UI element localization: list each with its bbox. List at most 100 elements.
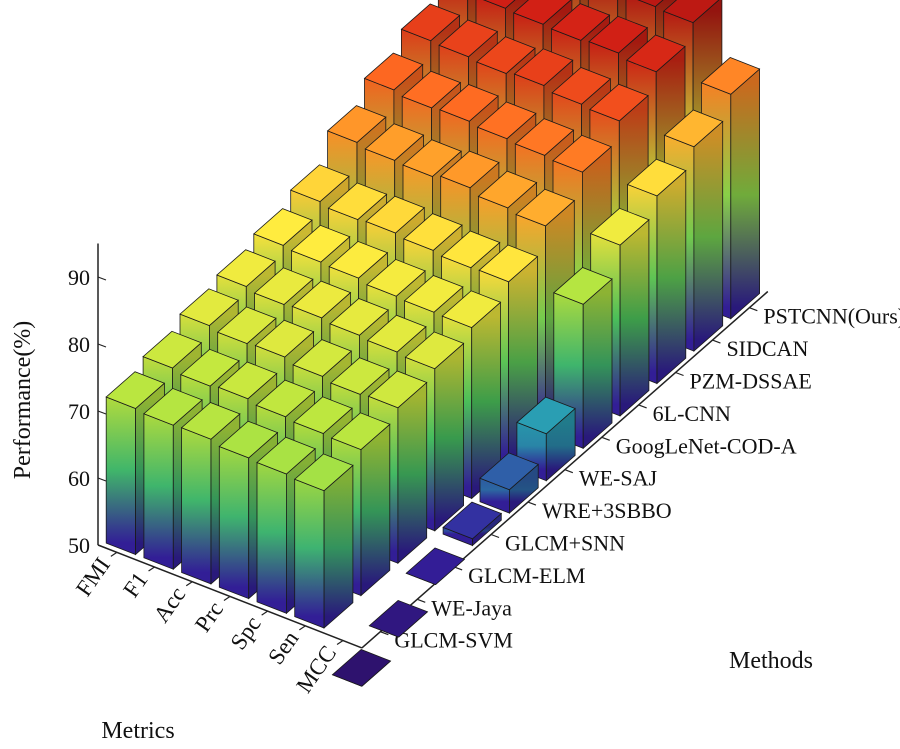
bar-top-face <box>255 379 316 418</box>
bar <box>293 453 354 629</box>
bar-top-face <box>589 207 650 246</box>
method-tick-label: PZM-DSSAE <box>690 369 812 394</box>
method-tick <box>712 339 721 344</box>
bar-top-face <box>364 123 425 161</box>
method-tick-label: PSTCNN(Ours) <box>763 304 900 329</box>
bar-side-face <box>397 381 428 565</box>
bar-top-face <box>400 3 461 42</box>
bar-top-face <box>365 195 426 234</box>
bar-top-face <box>404 331 465 370</box>
bar-top-face <box>291 280 352 319</box>
bar-top-face <box>216 249 276 287</box>
bar-top-face <box>292 339 353 377</box>
bar-top-face <box>440 230 501 269</box>
bar-top-face <box>700 57 761 95</box>
metric-tick <box>110 551 118 557</box>
metric-tick <box>223 595 231 601</box>
metric-tick <box>299 625 306 631</box>
bar-front-face <box>105 396 137 556</box>
bar-side-face <box>360 423 391 597</box>
bar-top-face <box>330 412 391 451</box>
bar-top-face <box>179 288 239 327</box>
ylabel: Performance(%) <box>10 321 36 480</box>
bar-top-face <box>217 361 278 400</box>
bar-top-face <box>293 453 354 492</box>
metric-tick-label: Prc <box>190 597 228 636</box>
metric-tick-label: F1 <box>118 568 152 602</box>
bar-top-face <box>330 357 390 395</box>
bar-top-face <box>439 150 500 189</box>
bar-top-face <box>483 0 516 9</box>
metric-tick-label: MCC <box>291 641 341 697</box>
z-tick <box>97 477 107 482</box>
bar-top-face <box>326 105 387 143</box>
metric-tick-label: FMI <box>71 553 115 601</box>
method-tick <box>638 404 647 409</box>
bar-top-face <box>329 298 389 336</box>
bar-top-face <box>368 599 429 638</box>
method-tick <box>490 533 500 539</box>
bar-side-face <box>434 342 465 532</box>
bar-front-face <box>218 445 250 600</box>
bar-side-face <box>730 68 760 320</box>
z-tick <box>97 343 107 348</box>
method-tick <box>601 436 610 441</box>
zlabel: Methods <box>729 648 813 674</box>
z-tick-label: 70 <box>68 399 90 424</box>
bar-top-face <box>476 101 537 140</box>
z-tick-label: 60 <box>68 466 90 491</box>
method-tick-label: WRE+3SBBO <box>542 498 672 523</box>
bar-top-face <box>293 396 353 434</box>
bar-top-face <box>516 396 576 435</box>
bar-top-face <box>216 306 277 345</box>
bar-side-face <box>693 120 724 352</box>
bar-top-face <box>637 0 664 8</box>
bars <box>105 0 761 687</box>
bar-front-face <box>294 478 325 629</box>
bar-top-face <box>512 0 572 25</box>
bar-side-face <box>619 218 650 417</box>
bar-top-face <box>253 208 313 246</box>
bar-top-face <box>442 501 503 540</box>
xlabel: Metrics <box>101 718 174 744</box>
method-tick-label: WE-Jaya <box>431 595 512 620</box>
bar-top-face <box>253 267 314 305</box>
bar-top-face <box>589 83 649 122</box>
axis-labels: Performance(%) Metrics Methods <box>10 321 813 744</box>
z-tick <box>97 276 107 281</box>
bar-top-face <box>441 290 502 329</box>
bar <box>516 396 576 482</box>
bar <box>368 599 429 638</box>
bar-top-face <box>218 420 279 459</box>
metric-tick <box>148 566 155 572</box>
bar-top-face <box>478 244 539 283</box>
bar-top-face <box>366 258 426 297</box>
method-tick <box>527 501 537 506</box>
bar-top-face <box>663 109 724 148</box>
bar-top-face <box>403 213 463 251</box>
bar-top-face <box>515 188 576 227</box>
bar-top-face <box>513 48 574 86</box>
metric-tick-label: Sen <box>263 626 304 669</box>
bar-top-face <box>402 139 462 177</box>
method-tick-label: SIDCAN <box>726 336 808 361</box>
bar-top-face <box>290 224 351 263</box>
method-tick <box>564 469 574 474</box>
bar-top-face <box>403 275 464 313</box>
method-tick <box>749 307 758 312</box>
bar-top-face <box>327 182 388 221</box>
metric-tick-label: Spc <box>225 612 265 655</box>
method-tick <box>675 371 684 377</box>
bar-top-face <box>363 52 424 91</box>
bar <box>479 452 539 514</box>
bar-top-face <box>438 19 499 58</box>
bar-top-face <box>401 70 462 109</box>
bar-top-face <box>626 158 687 197</box>
bar-top-face <box>514 118 575 156</box>
bar-top-face <box>479 452 539 491</box>
bar-top-face <box>477 170 538 209</box>
bar-top-face <box>552 134 612 173</box>
bar-side-face <box>323 464 354 629</box>
method-tick-label: GoogLeNet-COD-A <box>616 433 797 458</box>
